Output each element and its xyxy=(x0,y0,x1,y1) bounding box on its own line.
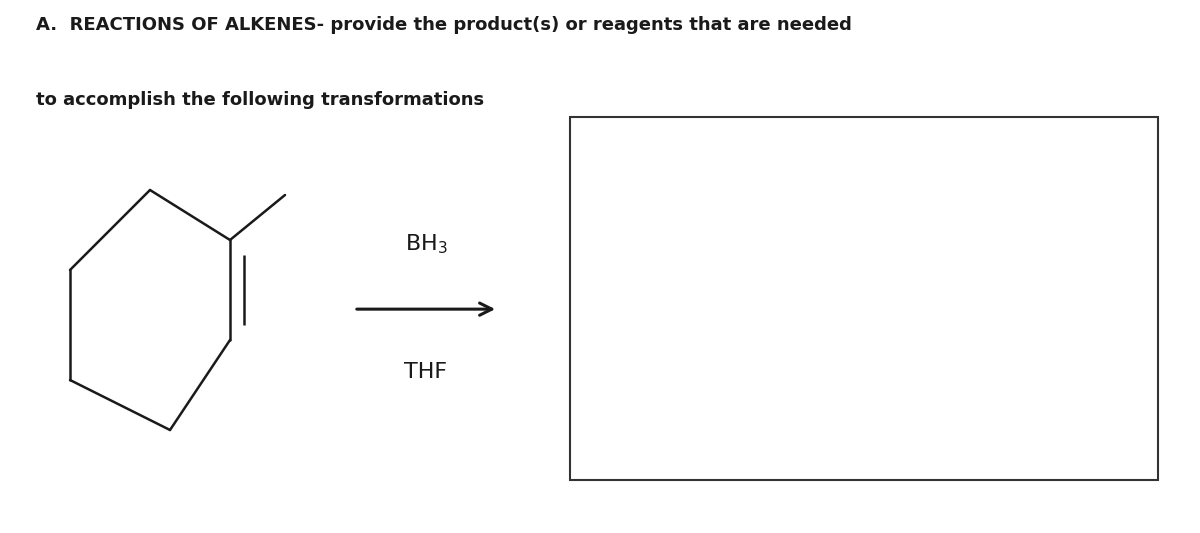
Text: A.  REACTIONS OF ALKENES- provide the product(s) or reagents that are needed: A. REACTIONS OF ALKENES- provide the pro… xyxy=(36,16,852,34)
Bar xyxy=(570,117,1158,480)
Text: THF: THF xyxy=(404,362,448,383)
Text: BH$_3$: BH$_3$ xyxy=(404,232,448,256)
Text: to accomplish the following transformations: to accomplish the following transformati… xyxy=(36,91,484,109)
